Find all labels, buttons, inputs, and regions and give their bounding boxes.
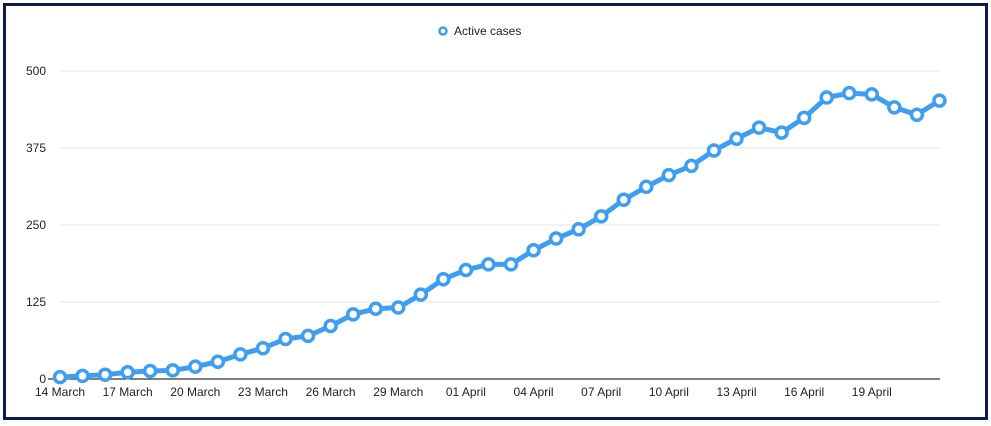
x-axis: 14 March 17 March 20 March 23 March 26 March… — [35, 378, 940, 399]
y-tick-label: 250 — [26, 218, 46, 232]
data-point[interactable] — [593, 209, 609, 224]
legend-marker-icon — [438, 26, 448, 36]
data-point[interactable] — [391, 300, 406, 315]
data-point[interactable] — [661, 167, 677, 183]
x-tick-label: 19 April — [852, 385, 892, 399]
x-tick-label: 17 March — [103, 385, 153, 399]
data-point[interactable] — [188, 359, 203, 374]
data-point[interactable] — [52, 369, 68, 385]
y-tick-label: 500 — [26, 64, 46, 78]
data-point[interactable] — [887, 100, 902, 115]
x-tick-label: 23 March — [238, 385, 288, 399]
data-point[interactable] — [458, 262, 474, 278]
data-point[interactable] — [503, 257, 519, 272]
data-point[interactable] — [684, 158, 699, 174]
data-point[interactable] — [142, 363, 158, 379]
legend-label: Active cases — [454, 24, 521, 38]
data-point[interactable] — [864, 87, 880, 102]
data-point[interactable] — [729, 131, 744, 147]
data-point[interactable] — [774, 125, 789, 140]
x-tick-label: 20 March — [170, 385, 220, 399]
data-point[interactable] — [75, 368, 90, 384]
x-tick-label: 01 April — [446, 385, 486, 399]
x-tick-label: 26 March — [306, 385, 356, 399]
gridlines — [60, 70, 940, 303]
data-point[interactable] — [932, 93, 947, 108]
data-point[interactable] — [639, 179, 654, 195]
x-tick-label: 14 March — [35, 385, 85, 399]
x-tick-label: 07 April — [581, 385, 621, 399]
data-point[interactable] — [706, 143, 722, 158]
data-point[interactable] — [278, 331, 293, 347]
data-point[interactable] — [751, 120, 767, 135]
data-point[interactable] — [796, 110, 812, 126]
data-point[interactable] — [345, 307, 361, 322]
x-tick-label: 29 March — [373, 385, 423, 399]
data-point[interactable] — [165, 363, 180, 378]
data-point[interactable] — [616, 192, 631, 207]
data-point[interactable] — [300, 328, 316, 344]
y-tick-label: 0 — [39, 372, 46, 386]
x-tick-label: 10 April — [649, 385, 689, 399]
data-point[interactable] — [481, 257, 496, 272]
data-point[interactable] — [368, 301, 383, 317]
data-point[interactable] — [323, 318, 338, 334]
series-line — [57, 90, 942, 380]
data-point[interactable] — [210, 354, 226, 370]
series-active-cases — [52, 85, 947, 385]
x-tick-label: 13 April — [716, 385, 756, 399]
data-point[interactable] — [97, 367, 113, 382]
x-tick-label: 04 April — [514, 385, 554, 399]
data-point[interactable] — [255, 340, 271, 356]
data-point[interactable] — [842, 85, 857, 101]
data-point[interactable] — [548, 231, 564, 246]
chart-frame — [3, 3, 988, 420]
data-point[interactable] — [571, 222, 586, 237]
data-point[interactable] — [526, 243, 541, 258]
data-point[interactable] — [120, 364, 135, 380]
data-point[interactable] — [819, 90, 834, 105]
data-point[interactable] — [233, 347, 248, 362]
x-tick-label: 16 April — [784, 385, 824, 399]
data-point[interactable] — [436, 271, 451, 287]
y-axis-ticks: 0 125 250 375 500 — [26, 64, 46, 386]
y-tick-label: 375 — [26, 141, 46, 155]
legend[interactable]: Active cases — [438, 24, 522, 38]
y-tick-label: 125 — [26, 295, 46, 309]
data-point[interactable] — [909, 107, 925, 122]
data-point[interactable] — [413, 287, 429, 302]
